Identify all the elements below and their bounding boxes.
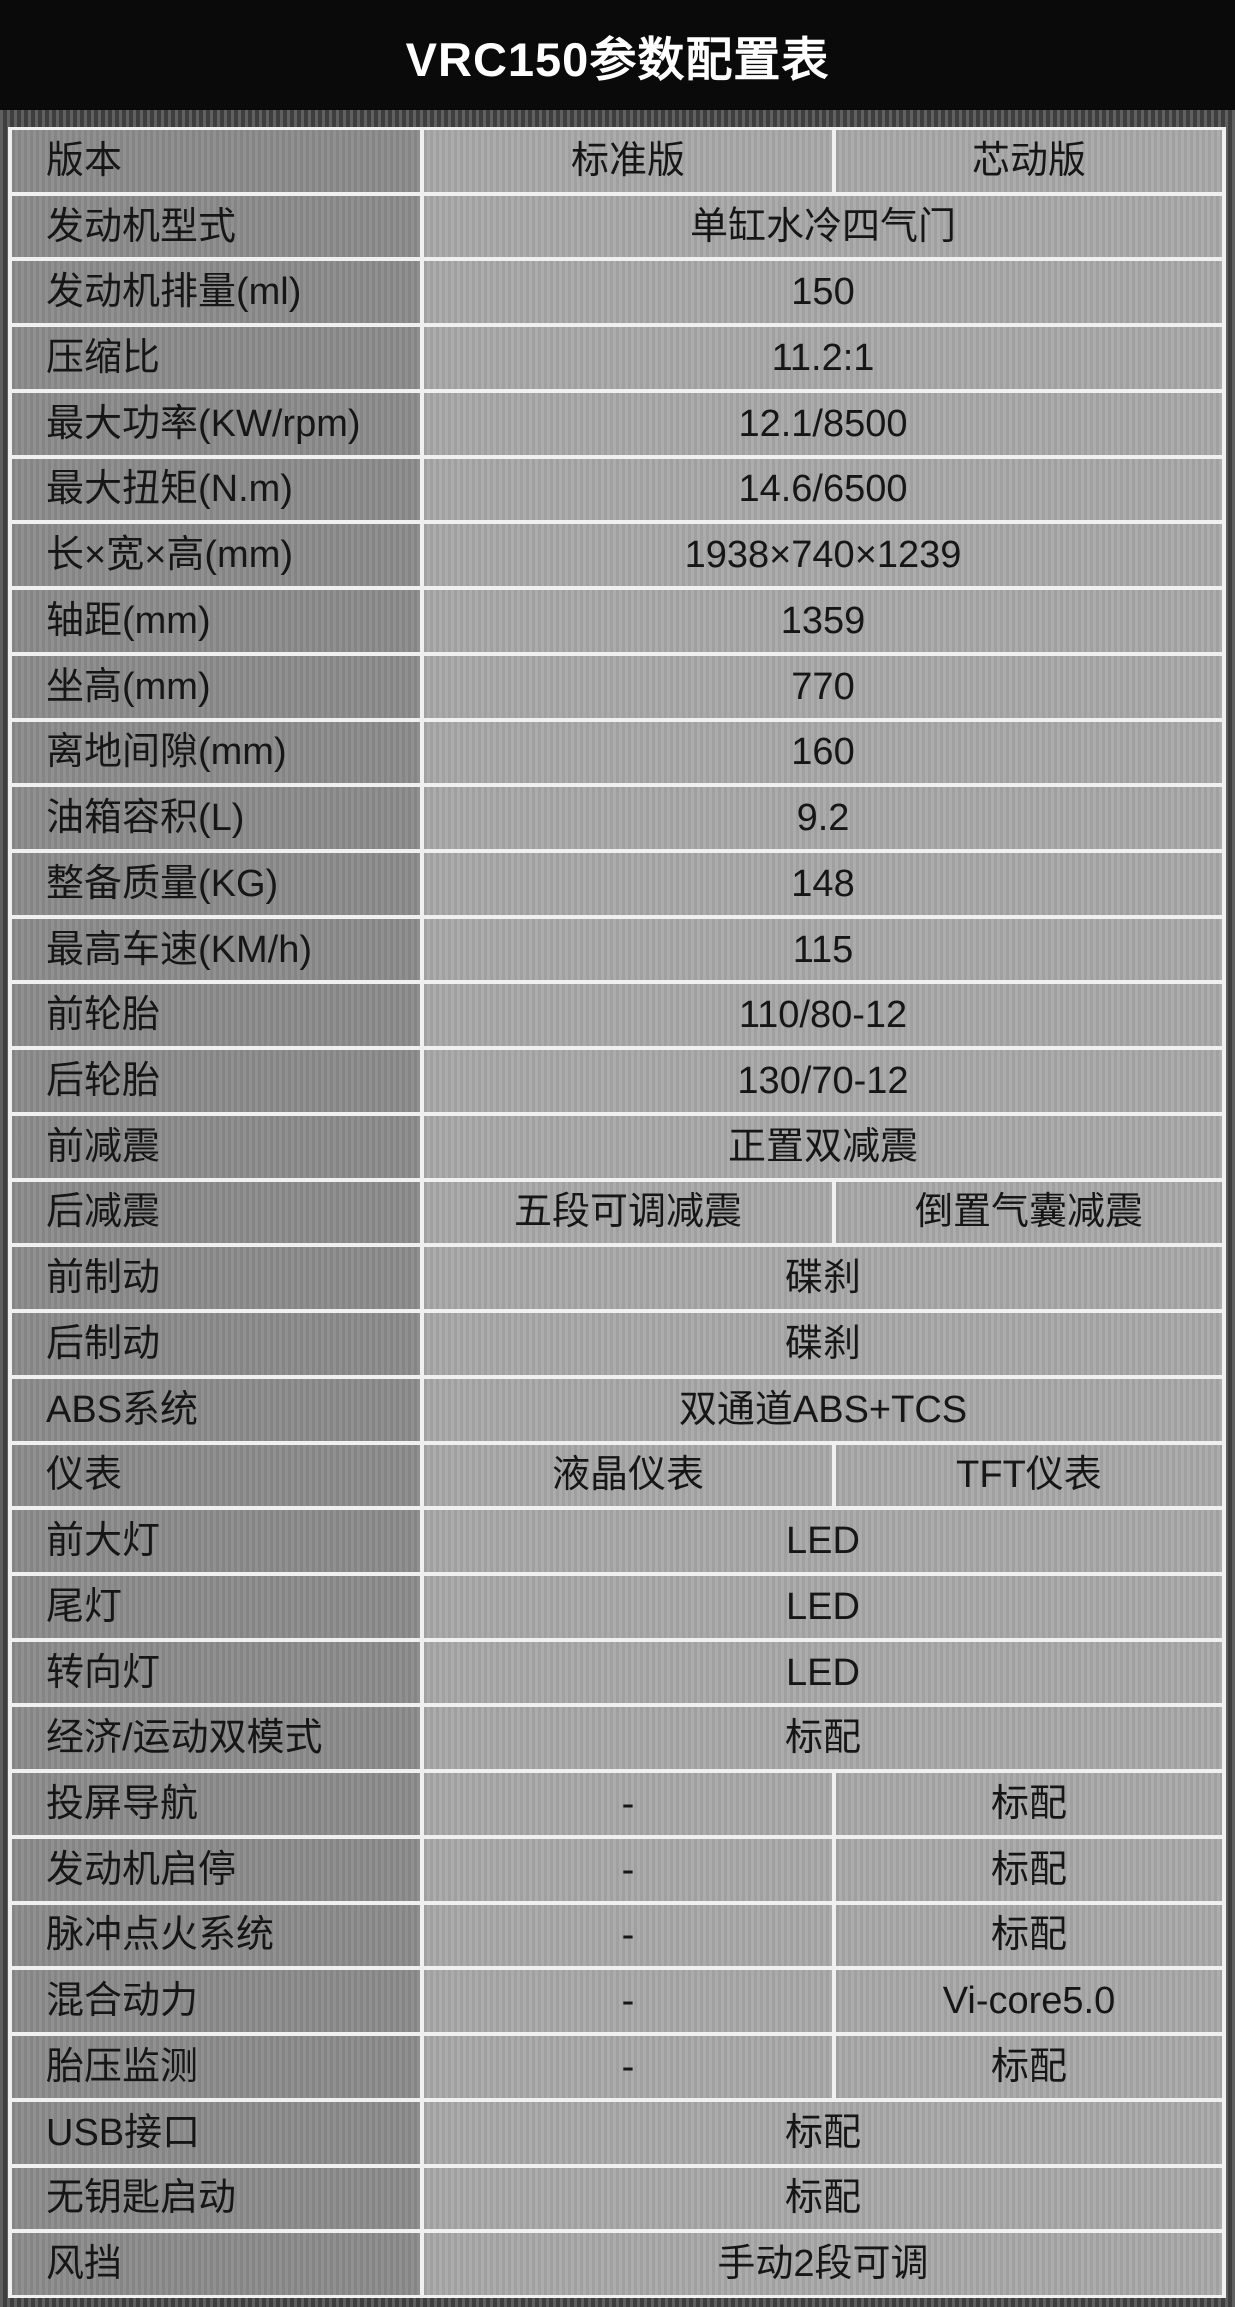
row-value: 标配 — [424, 2167, 1222, 2230]
row-label: 投屏导航 — [12, 1773, 420, 1835]
row-label: 前轮胎 — [12, 984, 420, 1047]
row-value: 标配 — [836, 1838, 1222, 1901]
page-title: VRC150参数配置表 — [405, 32, 830, 86]
row-label: 经济/运动双模式 — [12, 1707, 420, 1770]
row-value: 标准版 — [424, 130, 832, 192]
row-value: 9.2 — [424, 787, 1222, 849]
row-label: 最大功率(KW/rpm) — [12, 392, 420, 455]
row-value: 11.2:1 — [424, 327, 1222, 389]
row-label: 发动机启停 — [12, 1838, 420, 1901]
row-value: 12.1/8500 — [424, 392, 1222, 455]
row-value: 14.6/6500 — [424, 458, 1222, 521]
row-value: 标配 — [424, 2101, 1222, 2164]
row-label: 长×宽×高(mm) — [12, 524, 420, 587]
row-value: Vi-core5.0 — [836, 1970, 1222, 2033]
row-label: 前减震 — [12, 1115, 420, 1178]
title-bar: VRC150参数配置表 — [0, 0, 1235, 110]
row-value: - — [424, 2036, 832, 2098]
row-label: 风挡 — [12, 2233, 420, 2295]
spec-table: 版本 标准版 芯动版发动机型式 单缸水冷四气门 发动机排量(ml) 150 压缩比 11.2:… — [8, 127, 1226, 2298]
row-value: - — [424, 1773, 832, 1835]
row-label: 发动机排量(ml) — [12, 261, 420, 324]
row-label: 后轮胎 — [12, 1050, 420, 1112]
row-label: 坐高(mm) — [12, 655, 420, 718]
row-value: 1359 — [424, 590, 1222, 652]
row-value: TFT仪表 — [836, 1444, 1222, 1507]
row-value: 148 — [424, 852, 1222, 915]
row-label: 油箱容积(L) — [12, 787, 420, 849]
row-value: 标配 — [836, 1904, 1222, 1967]
row-label: 整备质量(KG) — [12, 852, 420, 915]
row-value: 单缸水冷四气门 — [424, 195, 1222, 258]
row-value: 150 — [424, 261, 1222, 324]
row-label: 尾灯 — [12, 1575, 420, 1638]
row-value: - — [424, 1838, 832, 1901]
row-label: 压缩比 — [12, 327, 420, 389]
row-label: 后减震 — [12, 1181, 420, 1244]
row-label: 最高车速(KM/h) — [12, 918, 420, 981]
row-value: 115 — [424, 918, 1222, 981]
row-value: 130/70-12 — [424, 1050, 1222, 1112]
row-value: 标配 — [424, 1707, 1222, 1770]
row-label: 后制动 — [12, 1313, 420, 1375]
row-label: 轴距(mm) — [12, 590, 420, 652]
row-label: 脉冲点火系统 — [12, 1904, 420, 1967]
row-value: 160 — [424, 721, 1222, 784]
row-value: 770 — [424, 655, 1222, 718]
row-value: 正置双减震 — [424, 1115, 1222, 1178]
row-label: 前大灯 — [12, 1510, 420, 1572]
row-label: 混合动力 — [12, 1970, 420, 2033]
row-value: 双通道ABS+TCS — [424, 1378, 1222, 1441]
row-value: 碟刹 — [424, 1247, 1222, 1310]
row-value: 110/80-12 — [424, 984, 1222, 1047]
row-value: 碟刹 — [424, 1313, 1222, 1375]
row-label: 仪表 — [12, 1444, 420, 1507]
row-value: 1938×740×1239 — [424, 524, 1222, 587]
row-label: 发动机型式 — [12, 195, 420, 258]
row-value: 五段可调减震 — [424, 1181, 832, 1244]
row-value: LED — [424, 1641, 1222, 1704]
row-value: LED — [424, 1510, 1222, 1572]
row-value: 芯动版 — [836, 130, 1222, 192]
row-value: 标配 — [836, 2036, 1222, 2098]
row-label: 无钥匙启动 — [12, 2167, 420, 2230]
row-label: 最大扭矩(N.m) — [12, 458, 420, 521]
row-value: - — [424, 1970, 832, 2033]
row-value: 手动2段可调 — [424, 2233, 1222, 2295]
row-value: LED — [424, 1575, 1222, 1638]
row-label: 离地间隙(mm) — [12, 721, 420, 784]
row-value: 标配 — [836, 1773, 1222, 1835]
row-label: 转向灯 — [12, 1641, 420, 1704]
row-value: - — [424, 1904, 832, 1967]
row-value: 液晶仪表 — [424, 1444, 832, 1507]
row-label: ABS系统 — [12, 1378, 420, 1441]
row-value: 倒置气囊减震 — [836, 1181, 1222, 1244]
row-label: 胎压监测 — [12, 2036, 420, 2098]
row-label: USB接口 — [12, 2101, 420, 2164]
row-label: 前制动 — [12, 1247, 420, 1310]
row-label: 版本 — [12, 130, 420, 192]
